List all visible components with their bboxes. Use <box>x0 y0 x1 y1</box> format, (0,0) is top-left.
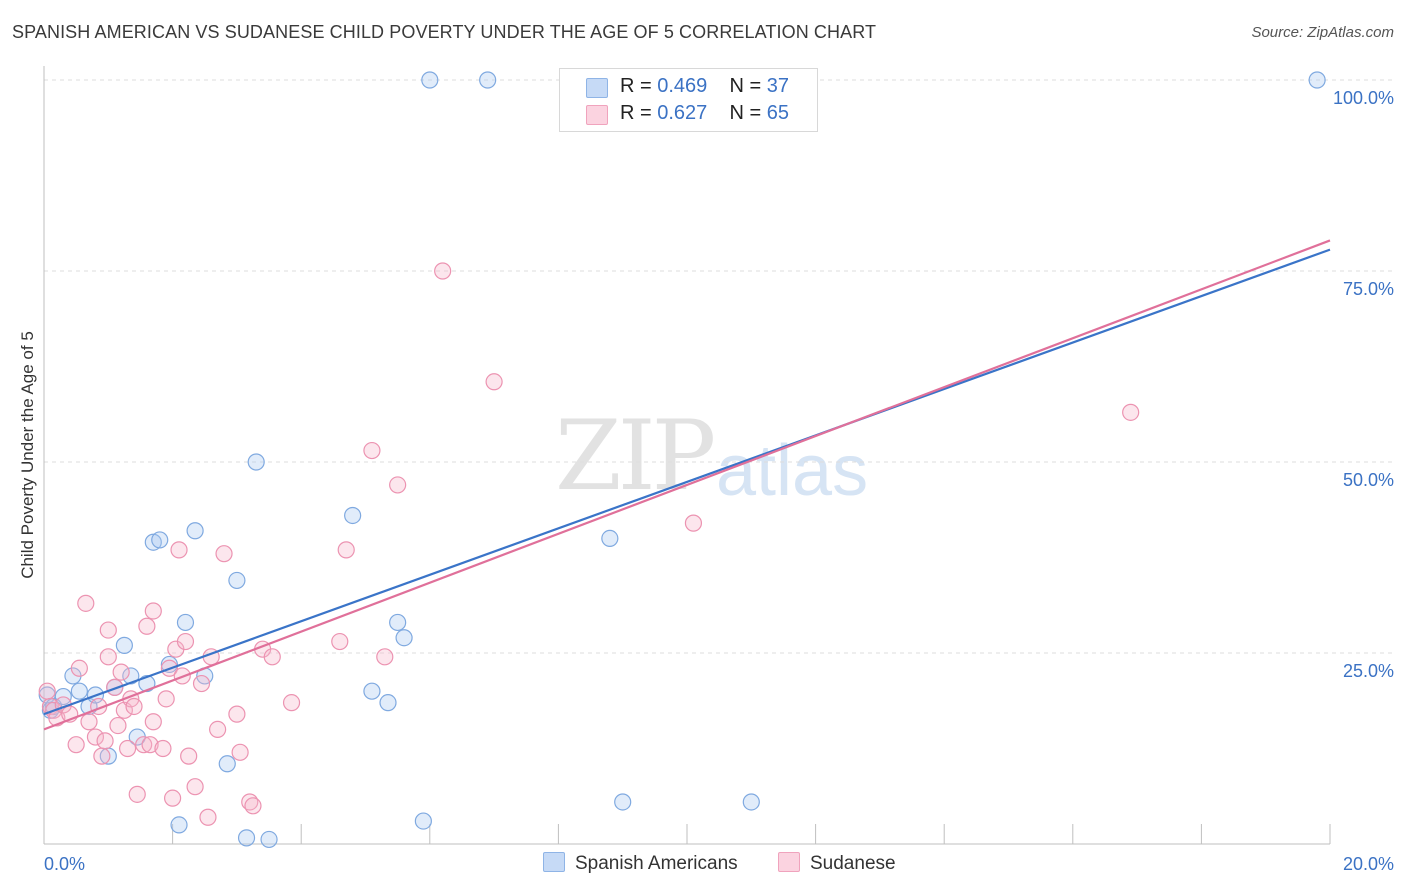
point-series-1-49 <box>263 648 281 666</box>
point-series-1-6 <box>67 736 85 754</box>
point-series-1-47 <box>244 797 262 815</box>
point-series-0-28 <box>379 694 397 712</box>
point-series-1-27 <box>144 602 162 620</box>
point-series-0-18 <box>176 613 195 632</box>
point-series-1-53 <box>363 441 381 460</box>
point-series-0-32 <box>421 71 439 89</box>
y-tick-label: 100.0% <box>1333 88 1394 108</box>
point-series-1-42 <box>209 720 227 739</box>
point-series-1-29 <box>154 739 172 758</box>
watermark-zip: ZIP <box>555 400 716 512</box>
point-series-1-22 <box>125 697 143 716</box>
legend-swatch-blue <box>586 78 608 98</box>
point-series-0-29 <box>389 613 407 632</box>
point-series-0-33 <box>479 71 497 89</box>
point-series-1-7 <box>70 659 88 677</box>
y-tick-label: 25.0% <box>1343 661 1394 681</box>
point-series-1-18 <box>112 663 130 681</box>
point-series-0-15 <box>151 531 169 549</box>
point-series-1-20 <box>118 739 137 758</box>
point-series-1-9 <box>80 713 98 731</box>
point-series-1-30 <box>157 690 175 708</box>
point-series-1-14 <box>99 648 117 666</box>
point-series-1-44 <box>228 705 246 723</box>
bottom-legend-sudanese: Sudanese <box>778 852 896 875</box>
point-series-0-31 <box>414 812 432 830</box>
point-series-1-57 <box>485 373 503 391</box>
point-series-1-16 <box>106 678 124 696</box>
point-series-1-15 <box>99 621 117 639</box>
y-tick-label: 50.0% <box>1343 470 1394 490</box>
point-series-1-24 <box>135 736 153 754</box>
chart-title: SPANISH AMERICAN VS SUDANESE CHILD POVER… <box>12 22 877 42</box>
legend-r-label: R = <box>620 75 652 97</box>
point-series-0-24 <box>247 453 265 471</box>
point-series-1-54 <box>376 648 394 666</box>
point-series-1-8 <box>77 594 95 612</box>
y-tick-label: 75.0% <box>1343 279 1394 299</box>
point-series-0-37 <box>1308 71 1326 89</box>
point-series-1-56 <box>434 262 452 280</box>
x-tick-label: 0.0% <box>44 854 85 874</box>
point-series-0-36 <box>742 793 760 811</box>
point-series-1-51 <box>331 632 349 651</box>
point-series-0-35 <box>614 793 632 811</box>
point-series-1-40 <box>199 808 217 826</box>
point-series-1-12 <box>93 747 111 765</box>
trend-line-series-0 <box>43 248 1331 716</box>
point-series-1-28 <box>144 713 162 731</box>
legend-n-label: N = <box>729 102 762 124</box>
point-series-0-25 <box>260 830 278 849</box>
point-series-1-58 <box>684 514 703 532</box>
point-series-1-55 <box>389 476 407 494</box>
point-series-1-37 <box>180 747 198 765</box>
point-series-1-52 <box>337 541 355 559</box>
point-series-0-27 <box>363 682 381 700</box>
legend-r-label: R = <box>620 102 652 124</box>
legend-n-value-pink: 65 <box>766 102 790 124</box>
point-series-1-43 <box>215 545 233 563</box>
point-series-0-17 <box>170 816 188 834</box>
point-series-1-25 <box>138 617 156 635</box>
legend: R = 0.469 N = 37 R = 0.627 N = 65 <box>559 68 818 132</box>
point-series-0-10 <box>115 636 133 654</box>
bottom-legend-spanish-americans: Spanish Americans <box>543 852 738 875</box>
point-series-1-10 <box>86 728 105 746</box>
point-series-0-26 <box>344 506 362 525</box>
point-series-1-13 <box>96 732 114 750</box>
point-series-1-0 <box>38 682 56 700</box>
legend-swatch-pink <box>586 105 608 125</box>
trend-line-series-1 <box>43 239 1331 731</box>
point-series-1-36 <box>176 632 195 651</box>
point-series-0-34 <box>601 529 619 548</box>
legend-n-value-blue: 37 <box>766 75 790 97</box>
x-tick-label: 20.0% <box>1343 854 1394 874</box>
bottom-legend-label-blue: Spanish Americans <box>575 853 738 874</box>
point-series-1-39 <box>192 674 211 693</box>
legend-n-label: N = <box>729 75 762 97</box>
point-series-1-26 <box>141 736 159 754</box>
point-series-1-38 <box>186 778 204 796</box>
point-series-1-45 <box>231 743 249 761</box>
point-series-0-5 <box>70 682 88 700</box>
point-series-1-34 <box>170 541 188 559</box>
source-label: Source: ZipAtlas.com <box>1251 24 1394 41</box>
point-series-0-19 <box>186 522 204 540</box>
point-series-0-21 <box>218 755 236 773</box>
point-series-1-17 <box>109 716 127 735</box>
point-series-1-50 <box>282 694 301 712</box>
point-series-0-30 <box>395 629 413 647</box>
point-series-1-32 <box>164 789 182 807</box>
point-series-1-59 <box>1122 403 1140 421</box>
legend-r-value-pink: 0.627 <box>657 102 708 124</box>
legend-r-value-blue: 0.469 <box>657 75 708 97</box>
point-series-0-23 <box>237 829 256 847</box>
point-series-0-22 <box>228 571 246 590</box>
point-series-1-23 <box>128 785 146 803</box>
bottom-legend-label-pink: Sudanese <box>810 853 896 874</box>
bottom-legend-swatch-pink <box>778 852 800 872</box>
bottom-legend-swatch-blue <box>543 852 565 872</box>
